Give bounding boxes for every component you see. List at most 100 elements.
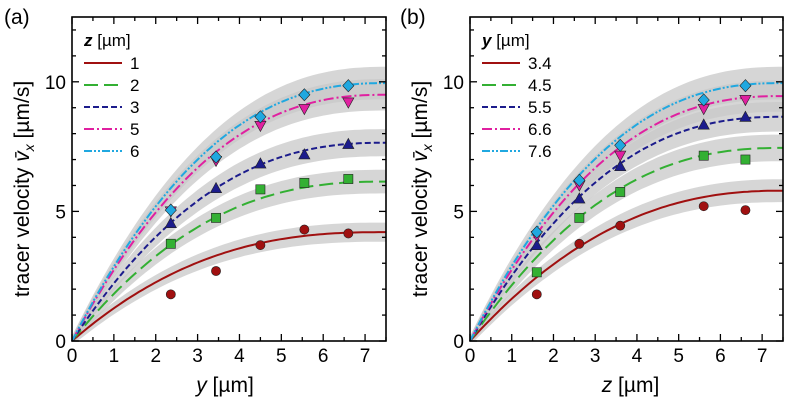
legend-title: z [µm] (83, 31, 131, 50)
legend-title-unit: [µm] (491, 31, 529, 50)
data-point-3 (209, 181, 223, 193)
y-axis-label: tracer velocity v̄x [µm/s] (11, 81, 37, 297)
series-line-2 (71, 180, 386, 342)
fit-lines (469, 82, 783, 342)
legend: z [µm] 1 2 3 5 6 (83, 31, 139, 161)
data-point-3 (254, 157, 267, 169)
data-point-6 (342, 79, 355, 93)
legend-label-6.6: 6.6 (528, 120, 552, 139)
data-point-5.5 (739, 110, 752, 122)
data-point-3 (342, 137, 355, 149)
x-axis-label-unit: [µm] (207, 374, 254, 397)
data-point-7.6 (697, 93, 710, 107)
y-axis-label-prefix: tracer velocity (409, 162, 432, 297)
data-point-5 (342, 97, 355, 109)
data-point-1 (299, 224, 310, 235)
data-point-6 (164, 203, 177, 217)
panel-b: 0 1 2 3 4 5 6 7 0 5 10 z [µm] tracer velocity v̄x [µ… (400, 6, 784, 397)
x-tick-label: 2 (150, 346, 161, 367)
y-axis-label-unit: [µm/s] (11, 81, 34, 144)
x-axis-label-var: z (601, 374, 613, 397)
x-tick-label: 4 (234, 346, 245, 367)
data-point-4.5 (531, 267, 542, 278)
data-point-3.4 (698, 201, 709, 212)
x-axis-label: z [µm] (601, 374, 660, 397)
data-point-2 (211, 212, 221, 223)
x-tick-label: 5 (673, 346, 684, 367)
x-tick-label: 0 (67, 346, 78, 367)
data-point-1 (255, 240, 266, 250)
series-line-7.6 (469, 82, 783, 342)
y-tick-label: 0 (453, 332, 464, 353)
x-axis-label: y [µm] (194, 374, 254, 397)
y-axis-label-prefix: tracer velocity (11, 162, 34, 297)
x-tick-label: 2 (548, 346, 559, 367)
legend-label-6: 6 (130, 142, 139, 161)
y-axis-label-sub: x (419, 143, 435, 152)
uncertainty-band-3 (72, 129, 386, 341)
series-line-6 (71, 82, 386, 342)
data-point-4.5 (574, 212, 585, 223)
y-axis-label-var: v̄ (409, 150, 432, 162)
uncertainty-band-3.4 (470, 179, 783, 341)
y-tick-label: 0 (55, 332, 66, 353)
legend-title: y [µm] (481, 31, 530, 50)
data-point-3.4 (615, 220, 626, 231)
data-point-3 (164, 216, 177, 228)
data-point-6.6 (739, 95, 752, 107)
data-point-2 (165, 238, 176, 249)
data-point-6 (298, 88, 311, 102)
data-point-1 (211, 266, 221, 276)
x-tick-label: 4 (632, 346, 643, 367)
y-tick-label: 10 (443, 73, 464, 94)
legend-label-2: 2 (130, 76, 139, 95)
y-axis-label-sub: x (21, 143, 37, 152)
legend-label-1: 1 (130, 54, 139, 73)
series-line-5.5 (469, 115, 783, 342)
legend: y [µm] 3.4 4.5 5.5 6.6 7.6 (481, 31, 552, 161)
data-point-7.6 (573, 173, 586, 187)
data-point-7.6 (739, 79, 752, 93)
x-tick-label: 6 (715, 346, 726, 367)
legend-title-var: y (481, 31, 493, 50)
data-point-1 (165, 289, 176, 300)
x-tick-label: 1 (506, 346, 517, 367)
x-tick-label: 6 (318, 346, 329, 367)
x-tick-label: 5 (276, 346, 287, 367)
data-point-2 (255, 184, 266, 195)
fit-lines (71, 82, 386, 342)
data-point-3 (298, 148, 311, 160)
uncertainty-band-1 (72, 222, 386, 341)
series-line-1 (71, 231, 386, 342)
data-point-1 (343, 228, 354, 239)
data-point-2 (343, 174, 354, 184)
x-axis-label-unit: [µm] (612, 374, 659, 397)
y-axis-label: tracer velocity v̄x [µm/s] (409, 81, 435, 297)
y-tick-label: 10 (45, 73, 66, 94)
axes-frame (71, 16, 387, 342)
y-axis-label-var: v̄ (11, 150, 34, 162)
y-axis-label-unit: [µm/s] (409, 81, 432, 144)
axes-frame (469, 16, 784, 342)
data-point-5.5 (573, 192, 586, 204)
legend-label-3: 3 (130, 98, 139, 117)
data-point-6 (254, 110, 267, 124)
data-point-7.6 (614, 138, 627, 152)
x-tick-label: 3 (192, 346, 203, 367)
data-point-3.4 (531, 289, 542, 300)
x-tick-label: 1 (109, 346, 120, 367)
legend-title-var: z (83, 31, 93, 50)
x-tick-label: 7 (360, 346, 371, 367)
data-point-7.6 (530, 225, 543, 239)
data-points (164, 79, 355, 300)
x-axis-label-var: y (194, 374, 208, 397)
uncertainty-band-4.5 (470, 134, 783, 341)
legend-title-unit: [µm] (93, 31, 131, 50)
uncertainty-bands (470, 66, 783, 342)
series-line-5 (71, 93, 386, 342)
uncertainty-band-2 (72, 169, 386, 341)
data-point-6 (210, 150, 223, 164)
x-tick-label: 7 (757, 346, 768, 367)
panel-label: (a) (4, 6, 30, 29)
